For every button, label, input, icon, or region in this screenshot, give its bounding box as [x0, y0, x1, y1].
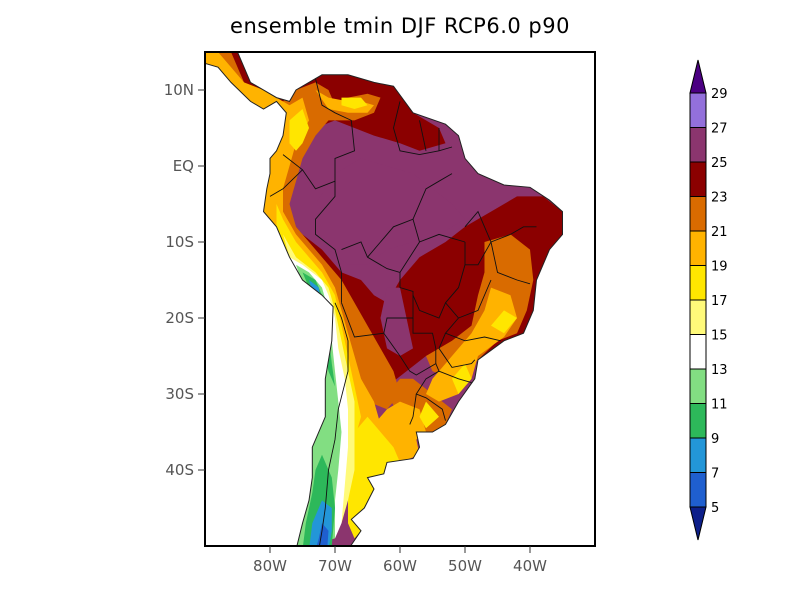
- country-border: [393, 101, 453, 156]
- colorbar-box: [689, 368, 707, 404]
- colorbar-label: 29: [711, 87, 728, 102]
- country-border: [490, 226, 537, 243]
- temperature-contour-region: [380, 287, 413, 356]
- country-border: [438, 370, 472, 384]
- colorbar-label: 9: [711, 432, 719, 447]
- colorbar-label: 15: [711, 329, 728, 344]
- colorbar-box: [689, 334, 707, 370]
- colorbar-label: 23: [711, 191, 728, 206]
- country-borders: [205, 52, 563, 546]
- y-tick-label: 10N: [164, 81, 194, 99]
- colorbar-label: 19: [711, 260, 728, 275]
- temperature-contour-region: [452, 363, 472, 394]
- country-border: [444, 317, 501, 342]
- country-border: [490, 241, 531, 285]
- x-tick-label: 40W: [513, 557, 547, 575]
- colorbar-label: 25: [711, 156, 728, 171]
- temperature-contour-region: [315, 158, 465, 265]
- country-border: [419, 120, 427, 151]
- country-border: [341, 241, 414, 338]
- y-tick-label: 10S: [165, 233, 194, 251]
- temperature-contour-region: [348, 416, 400, 539]
- temperature-contour-region: [419, 401, 439, 429]
- coastline: [205, 52, 563, 546]
- temperature-contour-region: [341, 97, 368, 109]
- x-tick-label: 80W: [253, 557, 287, 575]
- x-tick-label: 70W: [318, 557, 352, 575]
- country-border: [412, 173, 453, 220]
- colorbar-label: 17: [711, 294, 728, 309]
- colorbar-box: [689, 161, 707, 197]
- colorbar-box: [689, 127, 707, 163]
- colorbar-box: [689, 437, 707, 473]
- colorbar-box: [689, 403, 707, 439]
- map-fill-layers: [205, 52, 595, 546]
- colorbar-over-triangle: [689, 59, 707, 94]
- temperature-contour-region: [316, 523, 329, 546]
- y-tick-label: EQ: [173, 157, 194, 175]
- temperature-contour-region: [491, 310, 517, 334]
- country-border: [367, 218, 420, 258]
- country-border: [315, 181, 342, 303]
- colorbar-label: 11: [711, 398, 728, 413]
- colorbar-box: [689, 472, 707, 508]
- colorbar-box: [689, 299, 707, 335]
- temperature-contour-region: [426, 287, 517, 402]
- country-border: [444, 264, 492, 319]
- country-border: [412, 295, 446, 319]
- colorbar-box: [689, 265, 707, 301]
- x-tick-label: 50W: [448, 557, 482, 575]
- country-border: [318, 302, 349, 546]
- country-border: [269, 169, 303, 197]
- country-border: [282, 78, 355, 190]
- y-tick-label: 40S: [165, 461, 194, 479]
- colorbar-under-triangle: [689, 506, 707, 541]
- y-tick-label: 20S: [165, 309, 194, 327]
- colorbar-box: [689, 230, 707, 266]
- y-axis: 10N EQ 10S 20S 30S 40S: [164, 81, 205, 479]
- colorbar-box: [689, 196, 707, 232]
- colorbar: 5 7 9 11 13 15 17 19 21 23 25 27 29: [689, 59, 728, 541]
- country-border: [438, 333, 476, 368]
- colorbar-label: 13: [711, 363, 728, 378]
- colorbar-label: 5: [711, 501, 719, 516]
- country-border: [409, 393, 417, 425]
- y-tick-label: 30S: [165, 385, 194, 403]
- colorbar-label: 21: [711, 225, 728, 240]
- x-axis: 80W 70W 60W 50W 40W: [253, 546, 547, 575]
- ocean-mask: [205, 52, 595, 546]
- chart-title: ensemble tmin DJF RCP6.0 p90: [230, 14, 570, 38]
- x-tick-label: 60W: [383, 557, 417, 575]
- colorbar-label: 7: [711, 467, 719, 482]
- temperature-contour-region: [205, 52, 400, 410]
- colorbar-label: 27: [711, 122, 728, 137]
- colorbar-box: [689, 92, 707, 128]
- temperature-contour-region: [289, 109, 309, 151]
- country-border: [399, 233, 466, 273]
